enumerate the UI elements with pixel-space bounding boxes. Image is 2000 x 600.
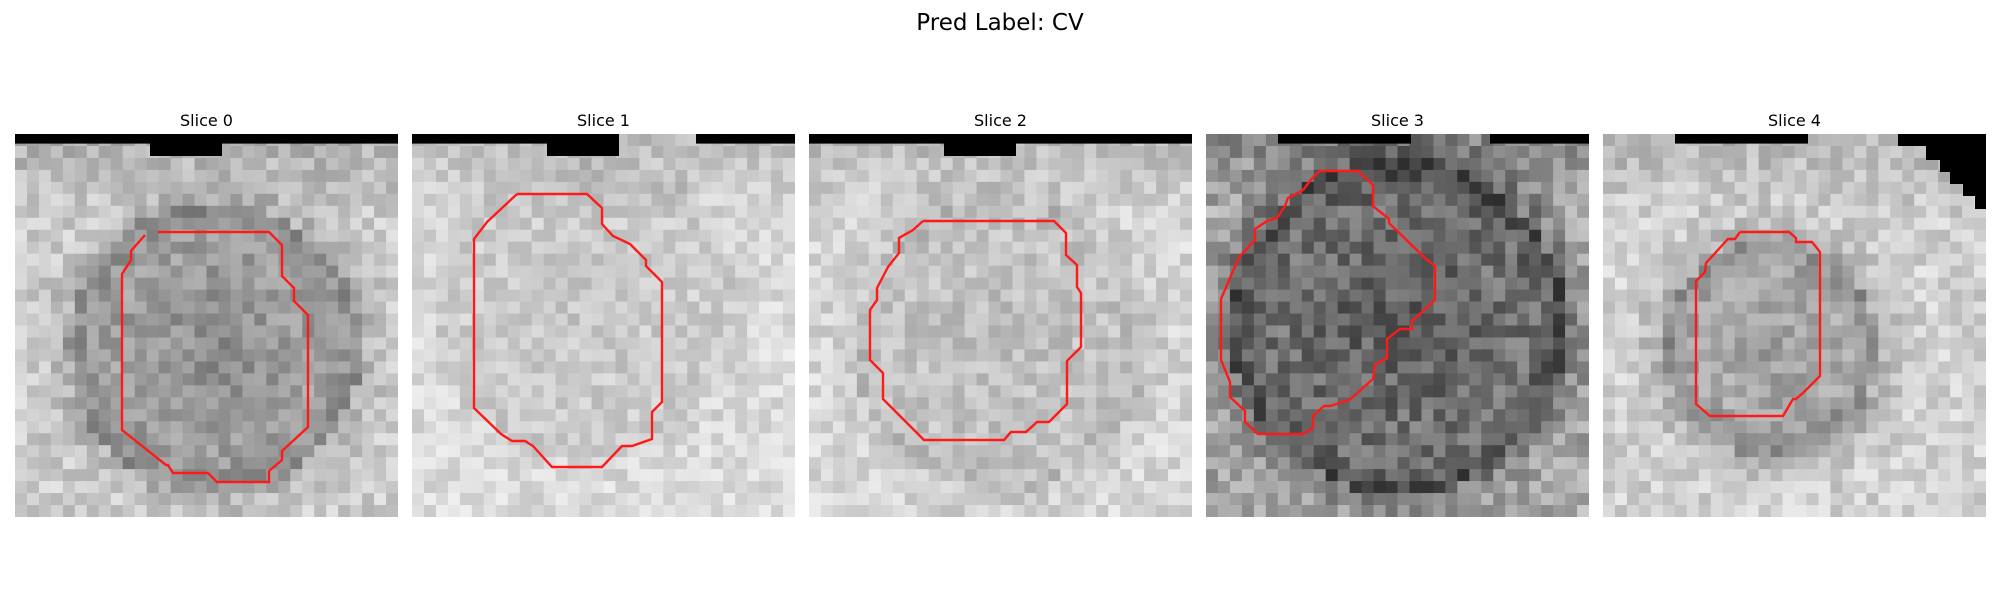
slice-panel: Slice 2 [809,108,1192,528]
mask-black [944,134,1016,156]
slice-image [809,134,1192,517]
mask-black [1278,134,1411,144]
slice-panel: Slice 3 [1206,108,1589,528]
grayscale-pixels [809,134,1192,517]
grayscale-pixels [15,134,398,517]
slice-title: Slice 0 [180,111,233,130]
slice-image [412,134,795,517]
slice-panel: Slice 4 [1603,108,1986,528]
mask-black [1675,134,1808,144]
slice-image [1206,134,1589,517]
figure-title: Pred Label: CV [916,10,1084,36]
mask-black [547,134,619,156]
slice-title: Slice 3 [1371,111,1424,130]
slice-title: Slice 4 [1768,111,1821,130]
mask-black [696,134,795,144]
slice-title: Slice 2 [974,111,1027,130]
mask-black [150,134,222,156]
mask-black [1490,134,1589,144]
mask-black [1887,134,1986,209]
grayscale-pixels [412,134,795,517]
slice-title: Slice 1 [577,111,630,130]
slice-image [1603,134,1986,517]
slice-panel: Slice 1 [412,108,795,528]
contour-outline [472,192,664,469]
slice-panel: Slice 0 [15,108,398,528]
grayscale-pixels [1206,134,1589,517]
contour-outline [1694,230,1822,418]
slice-image [15,134,398,517]
contour-outline [1219,169,1437,436]
mask-black [412,134,547,144]
contour-outline [120,230,310,484]
contour-outline [868,219,1083,442]
grayscale-pixels [1603,134,1986,517]
